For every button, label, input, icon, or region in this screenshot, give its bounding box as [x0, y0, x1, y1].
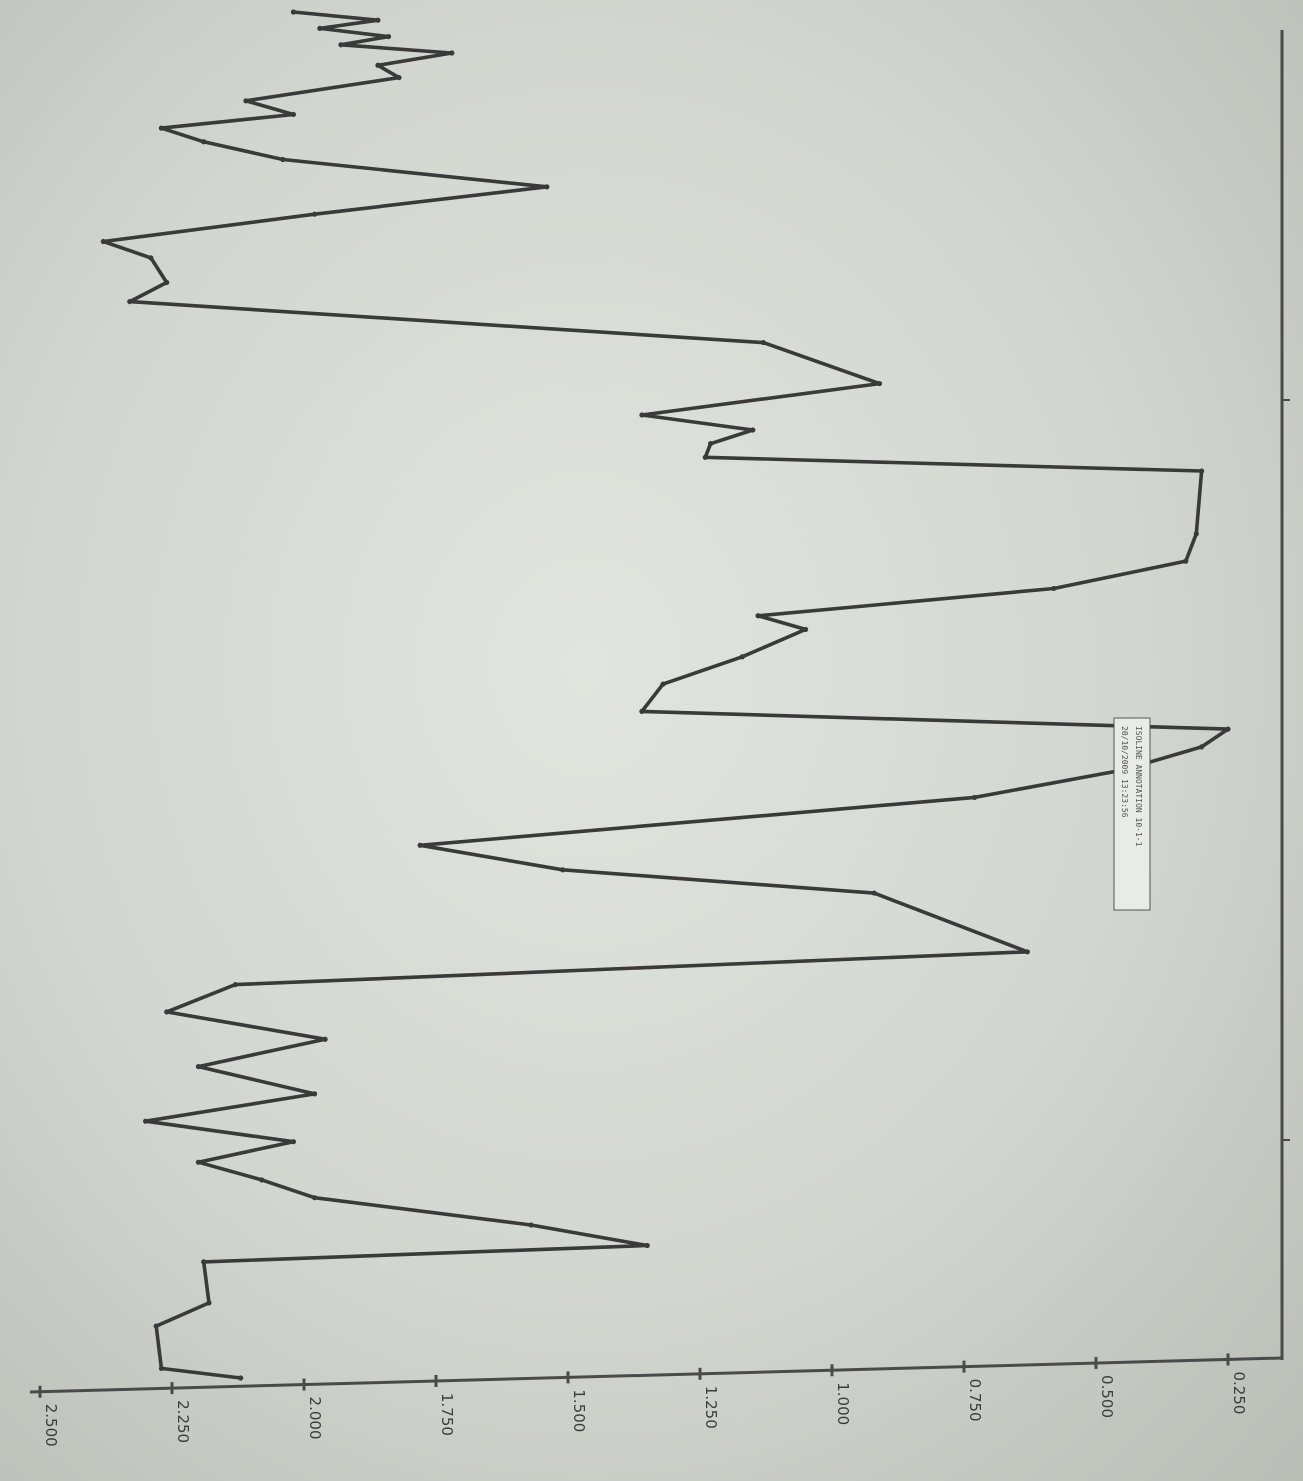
data-point-31 — [739, 654, 745, 660]
y-tick-label-1: 0.500 — [1098, 1375, 1116, 1418]
data-point-39 — [560, 867, 566, 873]
data-point-38 — [417, 842, 423, 848]
data-point-55 — [206, 1300, 212, 1306]
data-point-13 — [544, 184, 550, 190]
data-point-47 — [143, 1118, 149, 1124]
y-tick-label-6: 1.750 — [438, 1393, 456, 1436]
data-point-28 — [1051, 585, 1057, 592]
data-point-34 — [1225, 726, 1231, 732]
data-point-19 — [760, 339, 766, 346]
y-tick-label-3: 1.000 — [834, 1382, 852, 1425]
data-points — [100, 9, 1231, 1381]
data-point-56 — [153, 1323, 159, 1329]
y-tick-label-2: 0.750 — [966, 1379, 984, 1422]
data-point-54 — [201, 1259, 207, 1265]
y-ticks: 0.250 0.500 0.750 1.000 1.250 1.500 1.750 2.000… — [38, 1353, 1248, 1447]
data-point-24 — [702, 454, 708, 460]
y-tick-label-7: 2.000 — [306, 1397, 324, 1440]
annotation-box: ISOLINE ANNOTATION 10-1-1 20/10/2009 13:… — [1113, 717, 1151, 911]
data-point-43 — [164, 1009, 170, 1015]
data-point-22 — [750, 427, 756, 433]
data-point-25 — [1199, 468, 1205, 474]
y-tick-label-5: 1.500 — [570, 1389, 588, 1432]
data-point-53 — [644, 1242, 650, 1249]
data-point-20 — [876, 380, 883, 387]
y-tick-label-4: 1.250 — [702, 1386, 720, 1429]
data-point-3 — [385, 33, 392, 40]
data-point-27 — [1183, 558, 1189, 564]
data-point-26 — [1193, 531, 1199, 537]
data-point-4 — [338, 42, 344, 48]
data-point-2 — [317, 25, 323, 31]
data-point-58 — [238, 1375, 244, 1381]
data-point-50 — [259, 1177, 265, 1183]
data-point-45 — [195, 1063, 201, 1070]
data-point-18 — [127, 298, 133, 305]
data-point-15 — [100, 238, 106, 245]
data-point-6 — [375, 62, 381, 68]
data-point-35 — [1199, 744, 1205, 750]
data-point-41 — [1024, 949, 1030, 955]
data-point-5 — [449, 50, 455, 56]
data-point-49 — [195, 1159, 201, 1165]
data-point-40 — [871, 890, 877, 896]
data-point-7 — [396, 74, 402, 81]
data-point-29 — [755, 613, 761, 619]
annotation-line-1: ISOLINE ANNOTATION 10-1-1 — [1134, 726, 1143, 847]
data-point-32 — [660, 681, 666, 687]
data-point-30 — [803, 626, 809, 633]
data-point-51 — [311, 1195, 318, 1201]
series-line — [101, 10, 1230, 1380]
data-point-52 — [528, 1222, 534, 1228]
data-point-12 — [280, 156, 286, 163]
data-point-1 — [375, 17, 381, 23]
data-point-17 — [164, 279, 170, 286]
value-axis-line — [29, 1356, 1283, 1394]
data-point-21 — [639, 412, 645, 418]
data-point-10 — [158, 125, 165, 131]
annotation-line-2: 20/10/2009 13:23:56 — [1120, 726, 1129, 818]
data-point-14 — [311, 211, 318, 217]
y-tick-label-0: 0.250 — [1230, 1371, 1248, 1414]
data-point-9 — [290, 111, 297, 118]
axes — [29, 30, 1290, 1394]
data-point-8 — [243, 98, 249, 104]
y-tick-label-9: 2.500 — [42, 1404, 60, 1447]
data-point-46 — [311, 1091, 318, 1097]
data-point-44 — [322, 1036, 328, 1042]
data-point-57 — [158, 1365, 165, 1372]
data-point-42 — [232, 981, 238, 988]
data-point-0 — [290, 9, 297, 15]
data-point-48 — [290, 1139, 297, 1145]
y-tick-label-8: 2.250 — [174, 1400, 192, 1443]
data-point-16 — [148, 255, 154, 261]
data-point-33 — [639, 708, 645, 714]
data-point-37 — [971, 794, 978, 801]
data-point-23 — [707, 441, 714, 447]
data-point-11 — [201, 139, 207, 145]
